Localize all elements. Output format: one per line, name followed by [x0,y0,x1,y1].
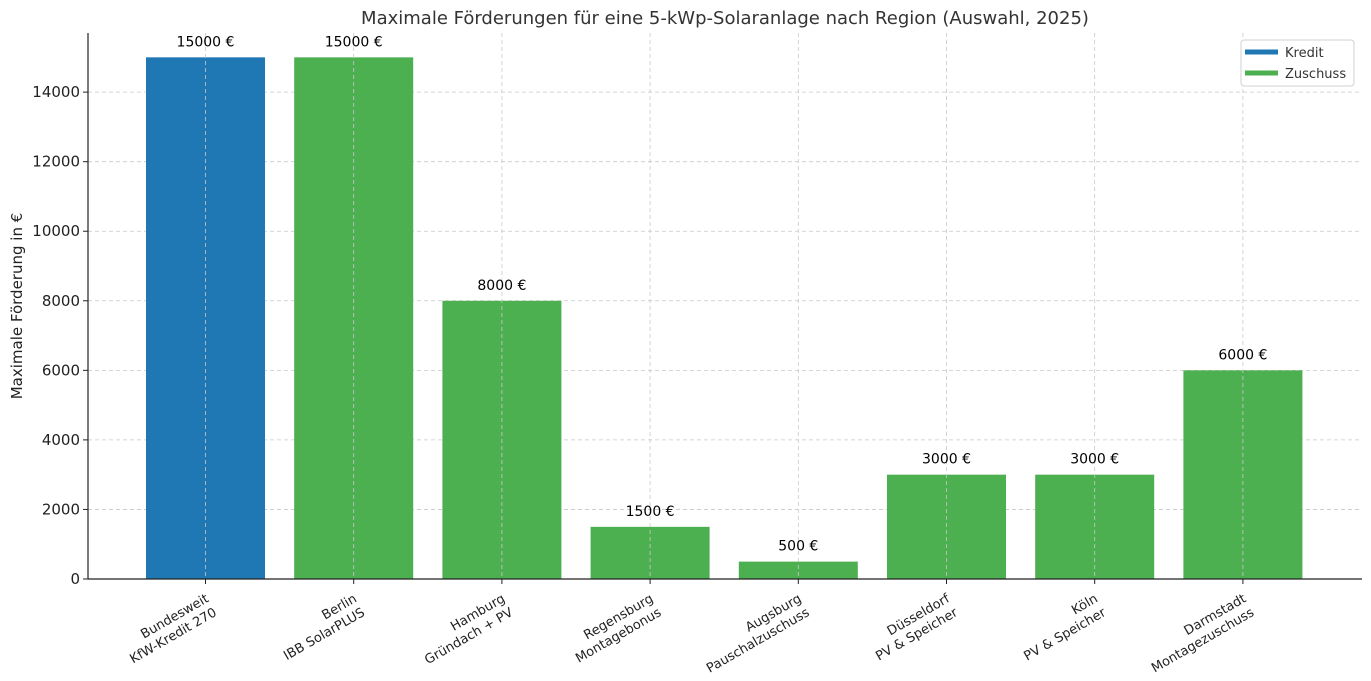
y-axis-label: Maximale Förderung in € [8,213,26,400]
y-tick-label: 12000 [32,153,80,171]
y-tick-label: 10000 [32,222,80,240]
bar [294,57,414,580]
bar-value-label: 3000 € [922,452,971,468]
bar-value-label: 1500 € [626,504,675,520]
y-tick-label: 8000 [42,292,80,310]
bar-value-label: 8000 € [477,278,526,294]
bar-value-label: 6000 € [1218,347,1267,363]
legend-label: Kredit [1285,46,1324,61]
legend: Kredit Zuschuss [1240,39,1355,87]
bar-value-label: 3000 € [1070,452,1119,468]
y-tick-label: 14000 [32,83,80,101]
bars: 15000 € 15000 € 8000 € 1500 € 500 € 3000 € 300… [146,33,1303,580]
bar-value-label: 15000 € [177,34,235,50]
grid-lines [88,91,1362,510]
chart-title: Maximale Förderungen für eine 5-kWp-Sola… [361,8,1089,29]
bar-value-label: 15000 € [325,34,383,50]
bar [738,561,858,579]
y-tick-label: 6000 [42,361,80,379]
y-tick-label: 0 [70,570,80,588]
y-tick-label: 2000 [42,500,80,518]
bar [146,57,265,580]
x-tick-label-line: PV & Speicher [1022,605,1110,664]
legend-label: Zuschuss [1285,67,1346,82]
y-tick-label: 4000 [42,431,80,449]
bar-value-label: 500 € [778,539,818,555]
